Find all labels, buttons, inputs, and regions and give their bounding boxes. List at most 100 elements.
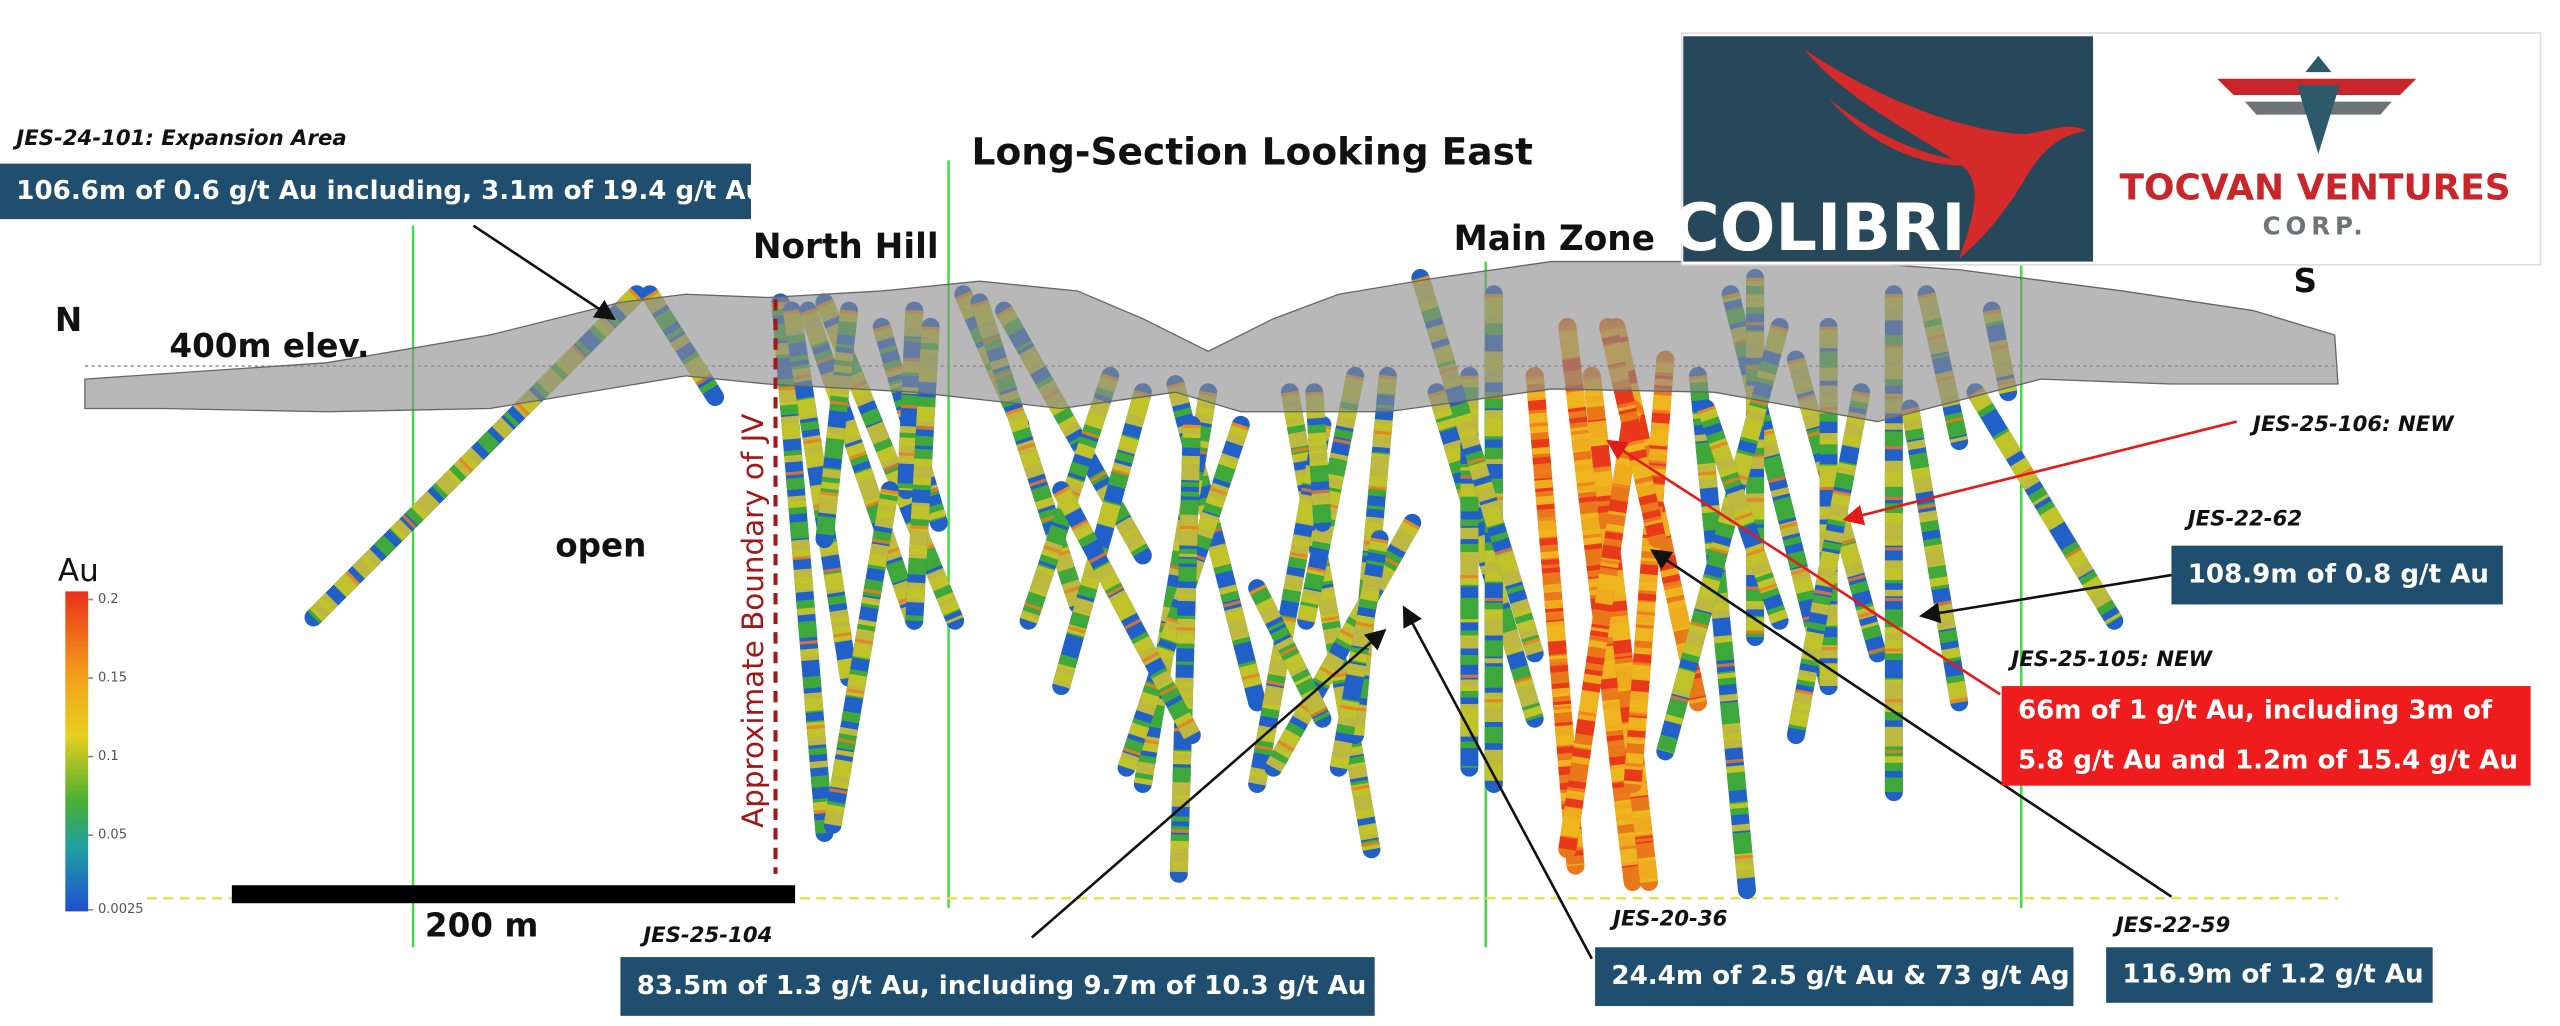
- hole-stripe: [1582, 374, 1658, 883]
- hole-stripe: [1411, 275, 1544, 657]
- callout-text: 24.4m of 2.5 g/t Au & 73 g/t Ag: [1611, 961, 2069, 991]
- drill-hole: [1052, 481, 1201, 745]
- drill-hole: [1786, 383, 1871, 745]
- scale-label: 200 m: [425, 907, 539, 945]
- callout-box: [2106, 947, 2433, 1003]
- hole-stripe: [816, 298, 964, 625]
- legend-tick-label: 0.2: [98, 592, 119, 607]
- callout-text: 83.5m of 1.3 g/t Au, including 9.7m of 1…: [637, 971, 1367, 1001]
- hole-stripe: [996, 306, 1151, 560]
- legend-tick-label: 0.0025: [98, 902, 144, 917]
- hole-stripe: [307, 287, 644, 624]
- hole-stripe: [799, 307, 923, 624]
- logo-mark: [2297, 85, 2340, 154]
- drill-hole: [1297, 366, 1365, 630]
- hole-label: JES-24-101: Expansion Area: [12, 126, 346, 151]
- logo-bird: [1828, 98, 1984, 166]
- elevation-label: 400m elev.: [169, 327, 369, 365]
- logo-text: COLIBRI: [1672, 190, 1966, 266]
- drill-hole: [1901, 399, 1969, 712]
- area-label: North Hill: [753, 227, 939, 267]
- hole-stripe: [1901, 407, 1969, 704]
- logo-text: CORP.: [2263, 211, 2368, 240]
- hole-stripe: [1623, 358, 1675, 785]
- drill-hole: [1966, 383, 2124, 630]
- drill-hole: [1248, 579, 1332, 728]
- boundary-label: Approximate Boundary of JV: [736, 414, 770, 828]
- arrows: [472, 224, 2238, 960]
- hole-label: JES-22-59: [2112, 913, 2230, 938]
- callout-box: [1595, 947, 2074, 1007]
- hole-label: JES-20-36: [1609, 907, 1727, 932]
- hole-stripe: [1721, 292, 1838, 689]
- callouts: JES-24-101: Expansion Area 106.6m of 0.6 …: [0, 126, 2531, 1016]
- hole-stripe: [1787, 390, 1871, 737]
- callout-box: [2171, 545, 2503, 605]
- hole-stripe: [971, 299, 1087, 608]
- hole-stripe: [1582, 374, 1658, 883]
- drill-hole: [1558, 399, 1642, 859]
- hole-stripe: [1053, 485, 1200, 740]
- hole-stripe: [1656, 324, 1789, 754]
- legend-tick-label: 0.1: [98, 749, 119, 764]
- drill-hole: [1623, 350, 1675, 793]
- drill-hole: [1169, 415, 1201, 883]
- hole-stripe: [823, 488, 899, 827]
- color-bar: [65, 591, 89, 912]
- logo-mark: [2305, 55, 2332, 73]
- hole-label: JES-25-105: NEW: [2007, 647, 2213, 672]
- hole-label: JES-22-62: [2184, 507, 2302, 532]
- callout-text: 5.8 g/t Au and 1.2m of 15.4 g/t Au: [2018, 745, 2518, 775]
- hole-stripe: [1265, 518, 1421, 773]
- hole-stripe: [1249, 584, 1331, 723]
- hole-stripe: [771, 301, 834, 834]
- scale-bar: [231, 885, 796, 904]
- hole-stripe: [815, 309, 858, 541]
- callout-box: [0, 163, 752, 220]
- hole-label: JES-25-104: [639, 923, 772, 948]
- drill-hole: [1280, 383, 1381, 859]
- drill-hole: [1582, 366, 1658, 891]
- hole-stripe: [1169, 424, 1201, 875]
- title: Long-Section Looking East: [972, 129, 1533, 173]
- hole-stripe: [897, 310, 924, 491]
- hole-stripe: [1967, 387, 2122, 626]
- hole-stripe: [1249, 584, 1331, 723]
- legend-tick-label: 0.15: [98, 671, 127, 686]
- callout-box: [2001, 686, 2531, 786]
- legend-tick-label: 0.05: [98, 828, 127, 843]
- drill-hole: [1305, 383, 1332, 532]
- callout-box: [620, 957, 1375, 1016]
- hole-stripe: [1346, 375, 1397, 736]
- direction-label: S: [2294, 262, 2318, 300]
- hole-label: JES-25-106: NEW: [2249, 412, 2455, 437]
- callout-text: 106.6m of 0.6 g/t Au including, 3.1m of …: [16, 176, 764, 206]
- hole-stripe: [642, 289, 723, 402]
- legend: Au 0.2 0.15 0.1 0.05 0.0025: [58, 553, 144, 917]
- hole-stripe: [1305, 391, 1332, 524]
- logo-bird: [1804, 49, 2087, 259]
- callout-text: 116.9m of 1.2 g/t Au: [2122, 960, 2423, 990]
- hole-stripe: [1297, 374, 1364, 623]
- callout-text: 108.9m of 0.8 g/t Au: [2188, 560, 2489, 590]
- drill-hole: [1052, 383, 1152, 696]
- drill-hole: [823, 481, 899, 834]
- hole-stripe: [1689, 375, 1756, 891]
- area-label: Main Zone: [1454, 219, 1655, 259]
- hole-stripe: [1133, 390, 1218, 786]
- logos: COLIBRI TOCVAN VENTURES CORP.: [1672, 32, 2542, 266]
- hole-stripe: [1052, 389, 1152, 689]
- callout-text: 66m of 1 g/t Au, including 3m of: [2018, 695, 2493, 725]
- drill-hole: [1697, 399, 1789, 630]
- hole-stripe: [1697, 405, 1789, 624]
- hole-stripe: [1558, 407, 1642, 851]
- open-label: open: [555, 526, 646, 564]
- drill-hole: [1688, 366, 1756, 900]
- legend-title: Au: [58, 553, 99, 589]
- terrain: [84, 257, 2339, 423]
- hole-stripe: [1280, 390, 1381, 851]
- hole-stripe: [1599, 324, 1666, 542]
- drill-hole: [1264, 513, 1422, 777]
